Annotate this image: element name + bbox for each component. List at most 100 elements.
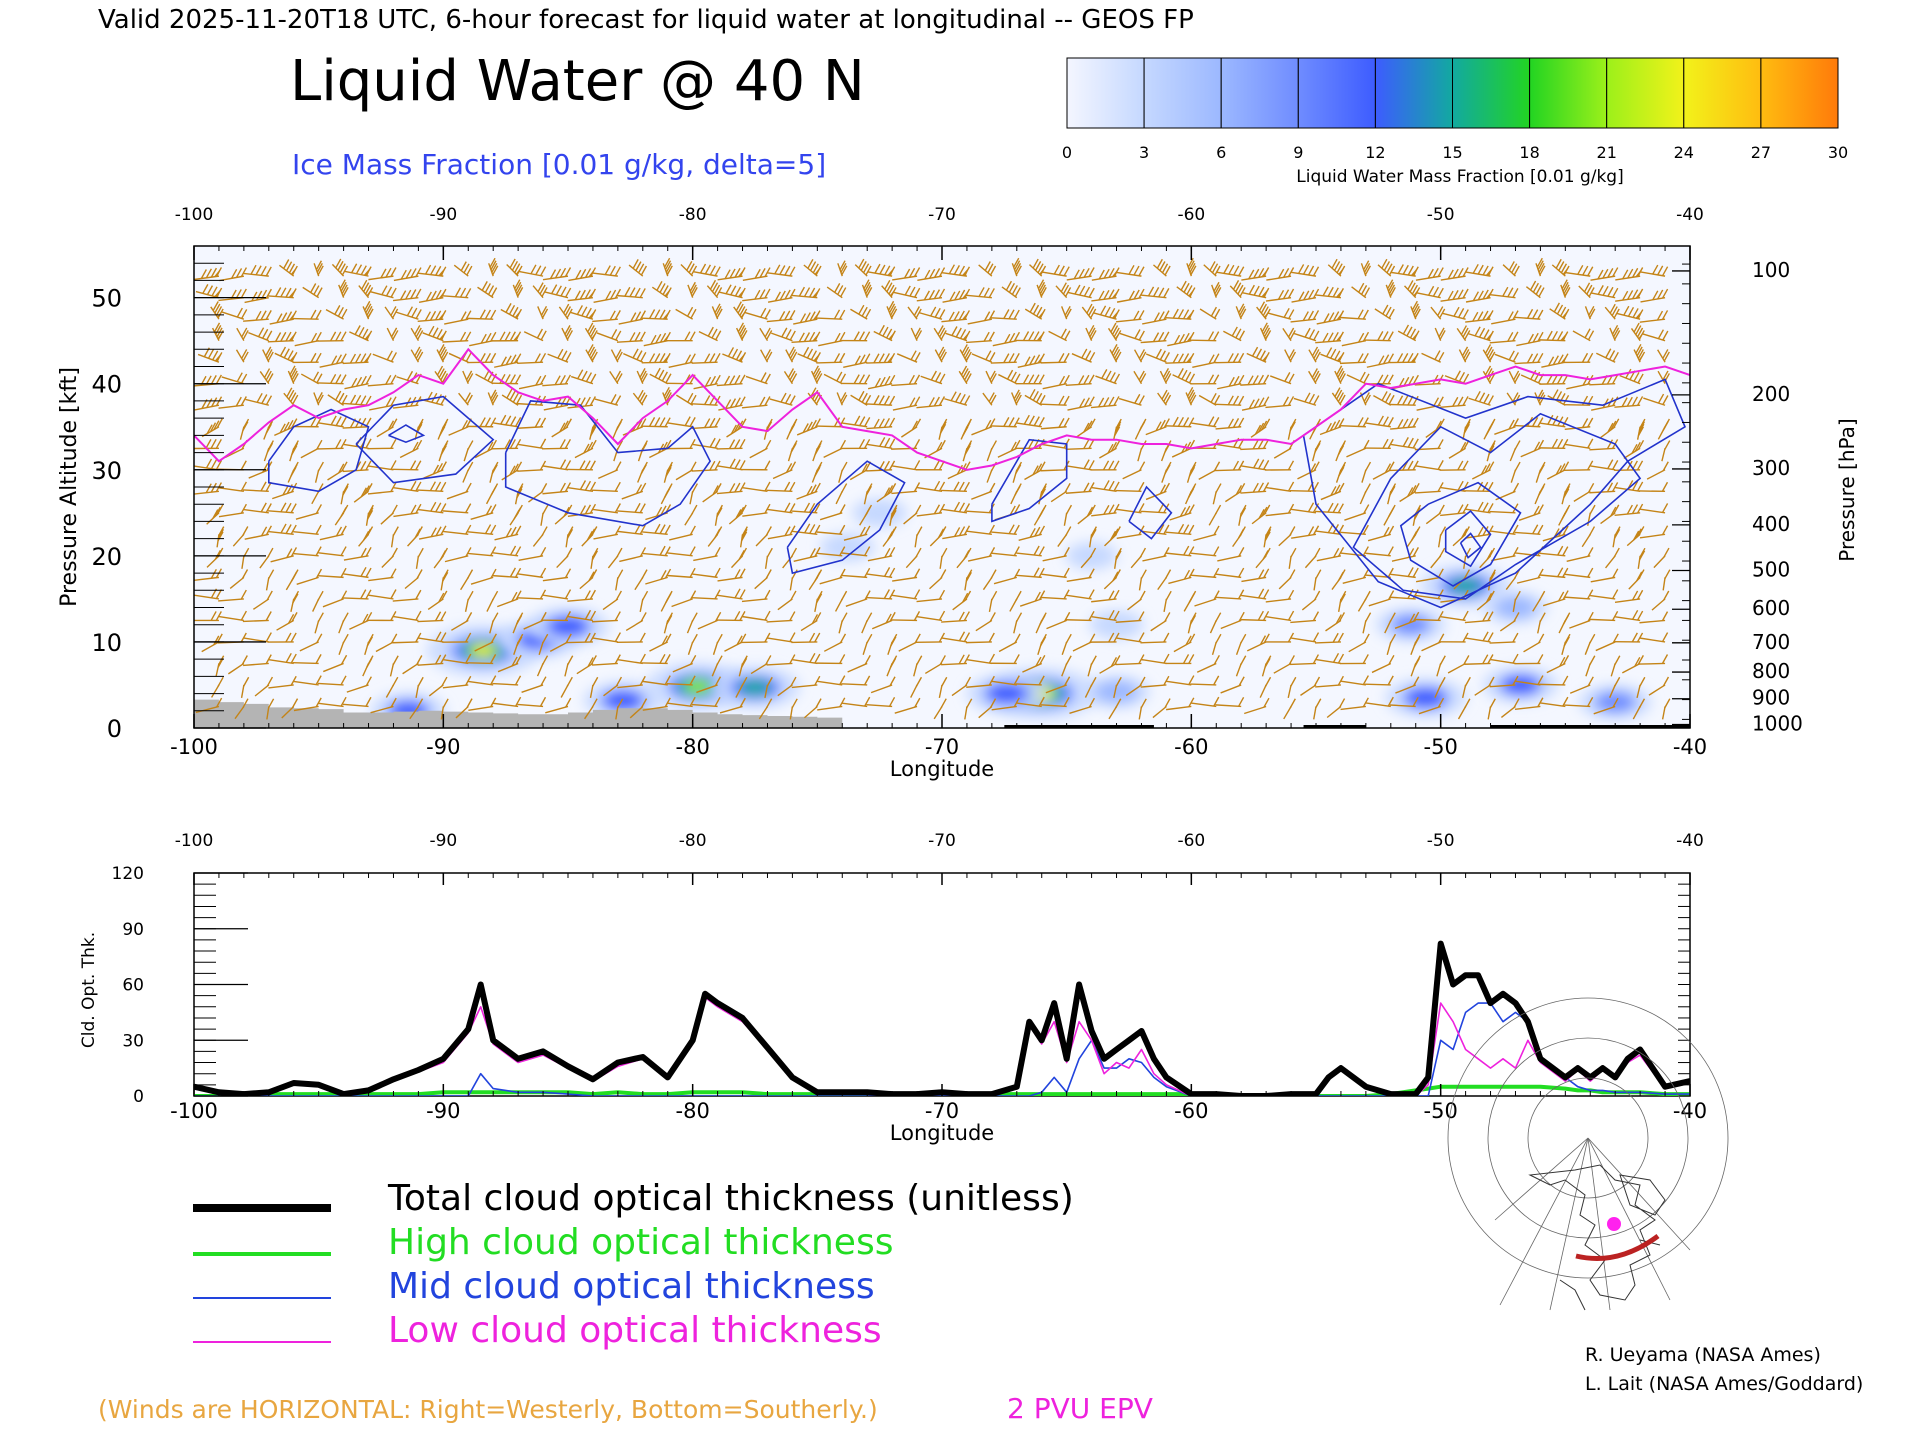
colorbar-tick-label: 30 bbox=[1828, 143, 1848, 162]
wind-barb bbox=[501, 461, 523, 481]
x-top-tick-label: -70 bbox=[928, 205, 956, 225]
wind-barb bbox=[998, 369, 1021, 385]
wind-barb bbox=[1261, 655, 1272, 677]
wind-barb bbox=[1091, 503, 1120, 517]
wind-barb bbox=[1327, 258, 1346, 277]
wind-barb bbox=[592, 654, 621, 666]
wind-barb bbox=[317, 438, 347, 450]
wind-barb bbox=[1080, 547, 1097, 569]
wind-barb bbox=[1385, 279, 1396, 298]
wind-barb bbox=[1415, 568, 1444, 583]
wind-barb bbox=[568, 267, 597, 282]
wind-barb bbox=[1016, 567, 1045, 579]
ice-contour bbox=[1399, 481, 1522, 587]
legend-low-label: Low cloud optical thickness bbox=[388, 1310, 882, 1351]
wind-barb bbox=[1604, 303, 1620, 320]
wind-barb bbox=[1238, 504, 1247, 526]
wind-barb bbox=[544, 284, 572, 299]
liquid-water-blob bbox=[1420, 564, 1512, 608]
wind-barb bbox=[1479, 547, 1496, 569]
liquid-water-blob bbox=[1375, 606, 1447, 643]
wind-barb bbox=[1141, 524, 1170, 536]
wind-barb bbox=[1229, 280, 1246, 299]
wind-barb bbox=[1584, 633, 1596, 655]
wind-barb bbox=[1569, 676, 1594, 694]
wind-barb bbox=[418, 525, 447, 540]
wind-barb bbox=[1499, 612, 1520, 632]
wind-barb bbox=[1157, 569, 1172, 591]
wind-barb bbox=[1320, 347, 1345, 363]
wind-barb bbox=[342, 352, 372, 365]
wind-barb bbox=[739, 526, 748, 548]
wind-barb bbox=[1331, 569, 1346, 590]
wind-barb bbox=[1291, 288, 1320, 303]
wind-barb bbox=[1661, 698, 1671, 720]
wind-barb bbox=[811, 461, 823, 483]
wind-barb bbox=[1416, 285, 1444, 299]
wind-barb bbox=[1127, 590, 1146, 611]
wind-barb bbox=[1010, 389, 1022, 406]
wind-barb bbox=[1107, 322, 1122, 342]
wind-barb bbox=[1220, 611, 1245, 630]
wind-barb bbox=[870, 676, 896, 694]
wind-barb bbox=[991, 524, 1020, 536]
wind-barb bbox=[1176, 280, 1196, 299]
wind-barb bbox=[1587, 504, 1596, 526]
x-tick-label: -90 bbox=[426, 1099, 460, 1123]
wind-barb bbox=[1266, 610, 1295, 622]
wind-barb bbox=[645, 568, 672, 585]
wind-barb bbox=[759, 327, 773, 342]
wind-barb bbox=[686, 612, 698, 634]
wind-barb bbox=[916, 288, 946, 302]
wind-barb bbox=[1033, 504, 1047, 526]
wind-barb bbox=[771, 327, 796, 342]
wind-barb bbox=[1596, 348, 1619, 363]
wind-barb bbox=[1623, 439, 1645, 459]
wind-barb bbox=[1040, 696, 1070, 708]
wind-barb bbox=[687, 633, 698, 655]
wind-barb bbox=[754, 569, 772, 590]
wind-barb bbox=[941, 310, 970, 323]
wind-barb bbox=[763, 418, 773, 440]
wind-barb bbox=[1093, 305, 1120, 320]
wind-barb bbox=[370, 285, 397, 299]
subtitle: Ice Mass Fraction [0.01 g/kg, delta=5] bbox=[292, 148, 826, 181]
wind-barb bbox=[1539, 567, 1569, 579]
wind-barb bbox=[666, 567, 696, 579]
map-coastlines bbox=[1528, 1164, 1666, 1311]
wind-barb bbox=[1209, 612, 1222, 634]
y-tick-label: 120 bbox=[112, 864, 144, 884]
wind-barb bbox=[392, 288, 422, 302]
wind-barb bbox=[791, 331, 821, 343]
wind-barb bbox=[769, 392, 796, 406]
wind-barb bbox=[423, 461, 447, 479]
wind-barb bbox=[1263, 526, 1272, 548]
wind-barb bbox=[796, 418, 821, 436]
wind-barb bbox=[460, 569, 474, 591]
wind-barb bbox=[1191, 416, 1220, 428]
wind-barb bbox=[1118, 393, 1145, 406]
wind-barb bbox=[1397, 324, 1420, 342]
wind-barb bbox=[1487, 569, 1496, 591]
wind-barb bbox=[803, 698, 822, 719]
wind-barb bbox=[584, 698, 598, 720]
wind-barb bbox=[791, 675, 821, 689]
wind-barb bbox=[1316, 547, 1345, 562]
wind-barb bbox=[838, 612, 848, 634]
wind-barb bbox=[327, 390, 348, 406]
wind-barb bbox=[789, 569, 798, 591]
wind-barb bbox=[1487, 698, 1496, 720]
wind-barb bbox=[1648, 676, 1670, 696]
wind-barb bbox=[467, 546, 497, 557]
wind-barb bbox=[1169, 504, 1195, 521]
wind-barb bbox=[1141, 653, 1170, 665]
wind-barb bbox=[1199, 306, 1221, 320]
wind-barb bbox=[299, 633, 323, 652]
wind-barb bbox=[1558, 504, 1571, 526]
wind-barb bbox=[547, 348, 572, 363]
wind-barb bbox=[1516, 568, 1544, 584]
wind-barb bbox=[1016, 696, 1045, 708]
wind-barb bbox=[438, 440, 449, 462]
wind-barb bbox=[293, 675, 322, 686]
wind-barb bbox=[603, 676, 623, 697]
